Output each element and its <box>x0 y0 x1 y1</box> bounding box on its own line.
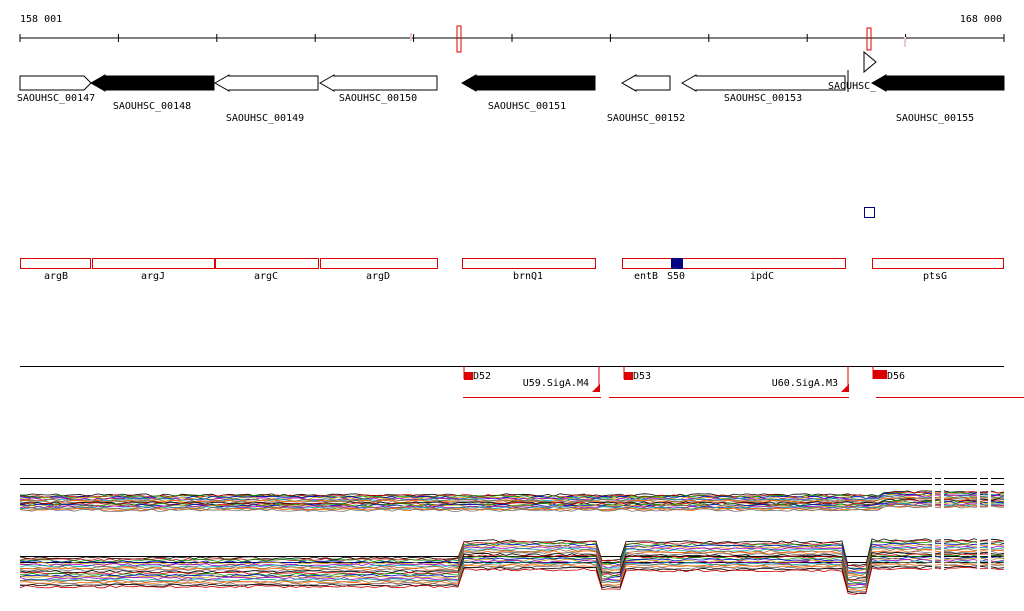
gene-arrow[interactable]: SAOUHSC_00155 <box>870 74 1005 124</box>
annotation-box[interactable]: argD <box>320 258 438 283</box>
expression-line <box>19 554 1005 583</box>
regulatory-label: U60.SigA.M3 <box>772 378 838 389</box>
tss-marker[interactable] <box>841 384 849 392</box>
annotation-label: brnQ1 <box>513 271 543 282</box>
gene-label: SAOUHSC_00155 <box>896 113 974 124</box>
annotation-box[interactable]: argC <box>215 258 319 283</box>
gene-label: SAOUHSC_00147 <box>17 93 95 104</box>
gene-label: SAOUHSC_00149 <box>226 113 304 124</box>
expression-line <box>19 490 1005 497</box>
gene-label: SAOUHSC_00152 <box>607 113 685 124</box>
ruler-marker[interactable] <box>866 27 872 51</box>
annotation-box[interactable]: entB ipdC <box>622 258 846 283</box>
annotation-label: argB <box>44 271 68 282</box>
ruler-marker[interactable] <box>904 37 906 47</box>
feature-marker[interactable] <box>864 207 875 218</box>
gene-arrow[interactable]: SAOUHSC_00152 <box>607 74 685 124</box>
gene-arrow[interactable]: SAOUHSC_00149 <box>213 74 319 124</box>
expression-line <box>19 504 1005 512</box>
expression-track-lower <box>19 538 1005 595</box>
expression-line <box>19 550 1005 579</box>
expression-line <box>19 543 1005 572</box>
gene-arrow[interactable]: SAOUHSC_00153 <box>680 74 846 104</box>
annotation-label: argD <box>366 271 390 282</box>
gene-arrow[interactable]: SAOUHSC_ <box>828 50 877 92</box>
tss-marker[interactable] <box>624 372 633 380</box>
expression-line <box>19 491 1005 499</box>
expression-line <box>19 496 1005 503</box>
expression-line <box>19 542 1005 571</box>
gene-label: SAOUHSC_ <box>828 81 877 92</box>
expression-line <box>19 564 1005 593</box>
expression-line <box>19 505 1005 512</box>
tss-marker[interactable] <box>873 370 887 379</box>
expression-line <box>19 545 1005 574</box>
gene-label: SAOUHSC_00150 <box>339 93 417 104</box>
expression-line <box>19 538 1005 567</box>
regulatory-label: D56 <box>887 371 905 382</box>
ruler-marker[interactable] <box>456 25 462 53</box>
ruler-marker[interactable] <box>410 33 412 41</box>
ruler-ticks <box>19 34 1005 42</box>
gene-arrow[interactable]: SAOUHSC_00148 <box>89 74 215 112</box>
expression-line <box>20 496 1005 504</box>
annotation-box[interactable]: argJ <box>92 258 215 283</box>
ruler-start-label: 158 001 <box>20 14 62 25</box>
gene-arrow[interactable]: SAOUHSC_00150 <box>318 74 438 104</box>
regulatory-label: D53 <box>633 371 651 382</box>
annotation-label: S50 <box>667 271 685 282</box>
annotation-box[interactable]: ptsG <box>872 258 1004 283</box>
annotation-box[interactable]: brnQ1 <box>462 258 596 283</box>
expression-track-upper <box>19 478 1005 512</box>
annotation-label: argC <box>254 271 278 282</box>
annotation-label: entB <box>634 271 658 282</box>
regulatory-track: D52 U59.SigA.M4 D53 U60.SigA.M3 D56 <box>20 366 1024 398</box>
expression-line <box>19 567 1005 595</box>
expression-line <box>19 501 1005 508</box>
expression-lines <box>19 490 1005 512</box>
annotation-track: argB argJ argC argD brnQ1 entB ipdC S50 <box>20 258 1004 283</box>
expression-line <box>19 558 1005 587</box>
expression-line <box>19 565 1005 594</box>
gene-label: SAOUHSC_00151 <box>488 101 566 112</box>
annotation-label: ptsG <box>923 271 947 282</box>
expression-line <box>19 549 1005 578</box>
regulatory-label: D52 <box>473 371 491 382</box>
expression-line <box>19 556 1005 585</box>
ruler-end-label: 168 000 <box>960 14 1002 25</box>
gene-label: SAOUHSC_00148 <box>113 101 191 112</box>
annotation-box[interactable]: S50 <box>667 258 685 282</box>
annotation-label: argJ <box>141 271 165 282</box>
expression-gaps <box>932 476 991 586</box>
annotation-label: ipdC <box>750 271 774 282</box>
gene-track: SAOUHSC_00147 SAOUHSC_00148 SAOUHSC_0014… <box>17 50 1005 124</box>
expression-lines <box>19 538 1005 595</box>
gene-label: SAOUHSC_00153 <box>724 93 802 104</box>
tss-marker[interactable] <box>464 372 473 380</box>
annotation-box[interactable]: argB <box>20 258 91 283</box>
expression-line <box>19 548 1005 577</box>
expression-line <box>19 546 1005 575</box>
expression-line <box>19 541 1005 569</box>
regulatory-label: U59.SigA.M4 <box>523 378 589 389</box>
gene-arrow[interactable]: SAOUHSC_00147 <box>17 75 95 104</box>
gene-arrow[interactable]: SAOUHSC_00151 <box>460 74 596 112</box>
expression-line <box>19 563 1005 591</box>
tss-marker[interactable] <box>592 384 600 392</box>
